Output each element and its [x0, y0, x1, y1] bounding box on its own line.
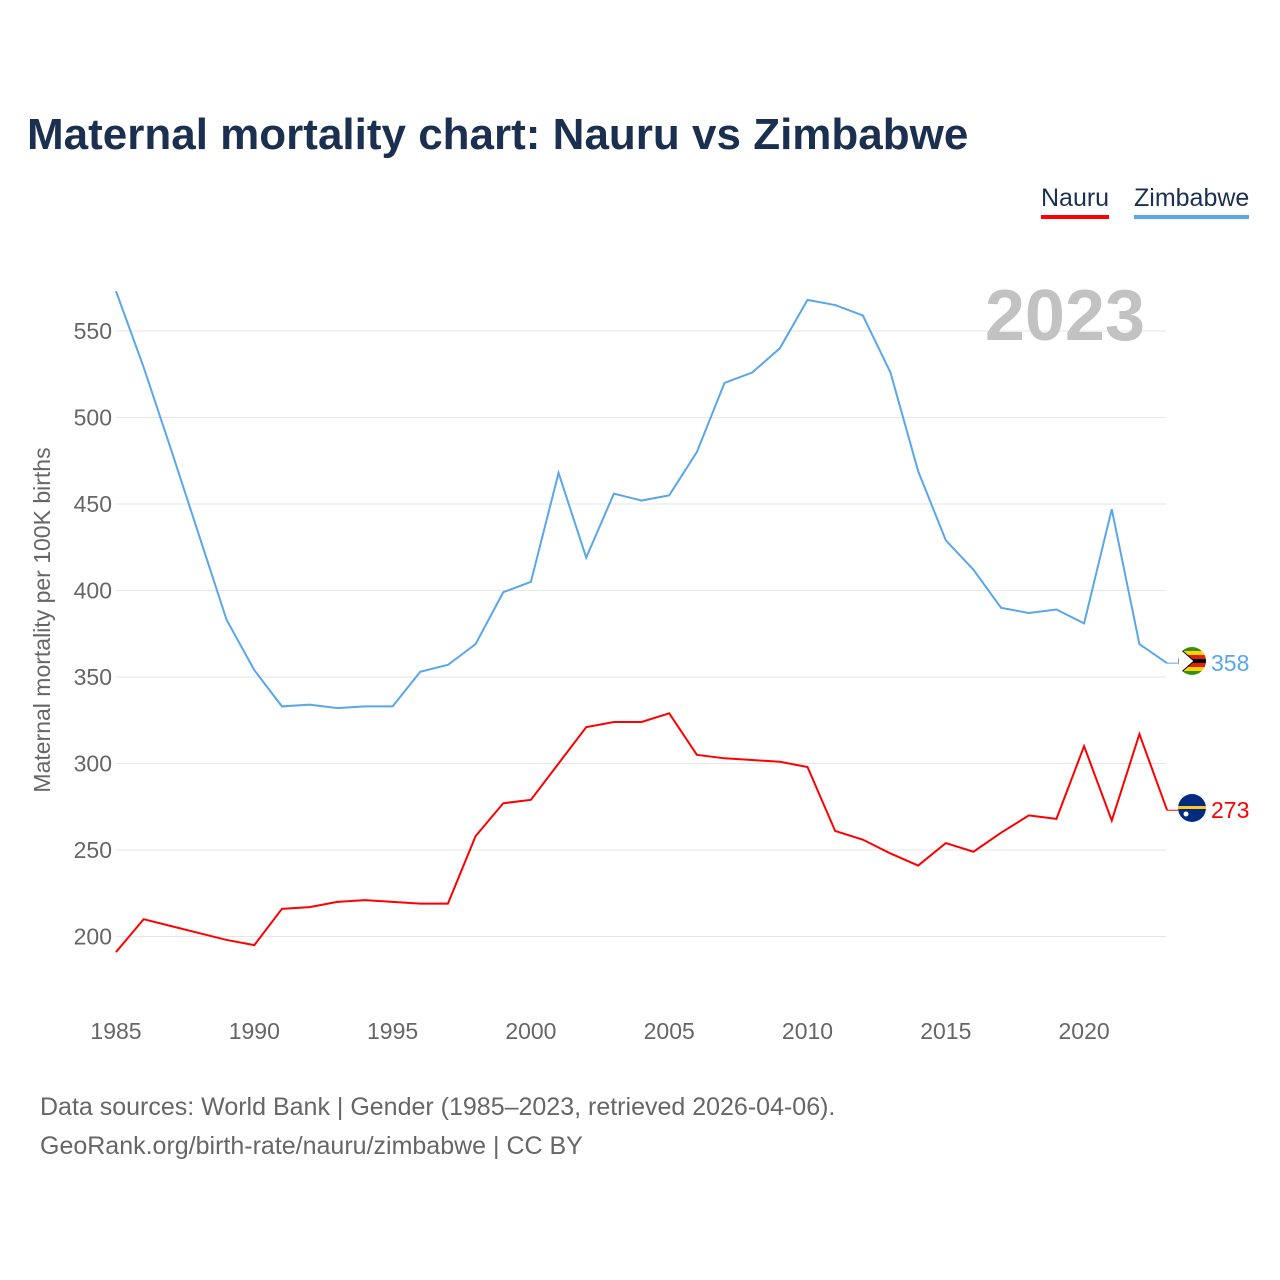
zimbabwe-flag-icon	[1178, 647, 1206, 675]
data-source-footer: Data sources: World Bank | Gender (1985–…	[40, 1088, 835, 1166]
legend-nauru[interactable]: Nauru	[1041, 184, 1110, 219]
y-tick-label: 250	[74, 837, 112, 863]
end-value-label-zimbabwe: 358	[1211, 650, 1249, 676]
y-tick-label: 400	[74, 578, 112, 604]
x-tick-label: 1985	[90, 1018, 141, 1044]
y-tick-label: 500	[74, 405, 112, 431]
legend-zimbabwe[interactable]: Zimbabwe	[1134, 184, 1250, 219]
x-tick-label: 2015	[920, 1018, 971, 1044]
x-tick-label: 2020	[1059, 1018, 1110, 1044]
x-tick-label: 1990	[229, 1018, 280, 1044]
y-tick-label: 350	[74, 664, 112, 690]
y-tick-label: 200	[74, 924, 112, 950]
y-axis-label: Maternal mortality per 100K births	[29, 447, 55, 792]
source-line: Data sources: World Bank | Gender (1985–…	[40, 1093, 836, 1121]
x-tick-label: 2010	[782, 1018, 833, 1044]
end-value-label-nauru: 273	[1211, 797, 1249, 823]
x-tick-label: 2000	[505, 1018, 556, 1044]
series-line-nauru[interactable]	[115, 712, 1169, 953]
chart-title: Maternal mortality chart: Nauru vs Zimba…	[27, 110, 969, 159]
year-watermark: 2023	[985, 276, 1145, 356]
nauru-flag-icon	[1178, 794, 1206, 822]
y-tick-label: 450	[74, 491, 112, 517]
x-tick-label: 2005	[644, 1018, 695, 1044]
source-link[interactable]: GeoRank.org/birth-rate/nauru/zimbabwe | …	[40, 1132, 583, 1160]
x-tick-label: 1995	[367, 1018, 418, 1044]
y-tick-label: 300	[74, 751, 112, 777]
series-line-zimbabwe[interactable]	[115, 290, 1168, 710]
y-tick-label: 550	[74, 318, 112, 344]
